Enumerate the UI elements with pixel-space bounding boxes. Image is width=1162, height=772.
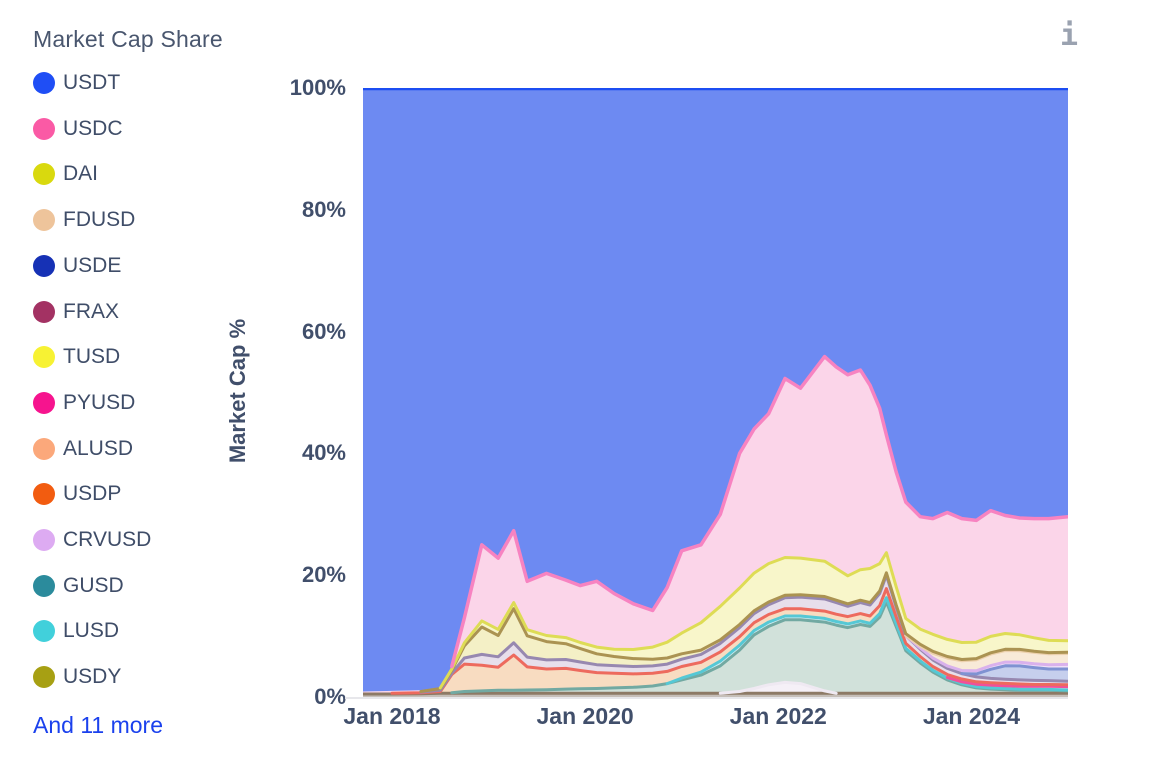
line-others-purple (419, 573, 1068, 694)
y-tick-label: 60% (301, 318, 346, 344)
line-usdc (450, 354, 1068, 669)
x-tick-label: Jan 2020 (536, 703, 634, 729)
y-tick-label: 40% (301, 440, 346, 466)
legend-dot (33, 391, 55, 414)
legend-dot (33, 254, 55, 277)
area-others-teal (363, 602, 1068, 694)
line-lusd (665, 596, 1068, 692)
legend-item-label: CRVUSD (63, 528, 152, 551)
legend-item-label: USDP (63, 482, 122, 506)
legend-item-label: LUSD (63, 619, 120, 643)
x-axis-baseline (345, 697, 1068, 699)
line-usdp (390, 587, 1068, 695)
legend-dot (33, 300, 55, 323)
legend-item-label: FDUSD (63, 208, 136, 232)
legend-item-lusd[interactable]: LUSD (33, 619, 119, 643)
y-tick-label: 80% (301, 196, 346, 222)
legend-dot (33, 209, 55, 232)
line-others-white (718, 680, 838, 695)
legend-dot (33, 72, 55, 94)
page-title: Market Cap Share (33, 26, 223, 52)
legend-item-usdt[interactable]: USDT (33, 71, 120, 95)
legend-item-usdy[interactable]: USDY (33, 665, 121, 689)
legend-item-crvusd[interactable]: CRVUSD (33, 528, 151, 552)
legend-item-usdc[interactable]: USDC (33, 117, 123, 141)
line-pyusd (945, 676, 1068, 689)
legend-item-label: FRAX (63, 299, 120, 323)
legend-item-gusd[interactable]: GUSD (33, 574, 124, 598)
stacked-area-chart[interactable] (363, 88, 1068, 697)
x-tick-label: Jan 2022 (729, 703, 827, 729)
legend-dot (33, 529, 55, 551)
legend-dot (33, 620, 55, 643)
line-crvusd (904, 634, 1068, 673)
legend-item-frax[interactable]: FRAX (33, 300, 119, 324)
legend-item-label: USDC (63, 116, 123, 140)
legend-dot (33, 483, 55, 506)
legend-item-tusd[interactable]: TUSD (33, 345, 120, 369)
area-others-khaki (363, 572, 1068, 694)
legend-item-usdp[interactable]: USDP (33, 482, 121, 506)
x-tick-label: Jan 2018 (343, 703, 441, 729)
area-others-purple (363, 575, 1068, 694)
legend-item-label: DAI (63, 162, 99, 186)
y-tick-label: 100% (289, 75, 346, 100)
legend: USDT USDC DAI FDUSD USDE FRAX TUSD PYUSD ALUSD US… (33, 0, 223, 772)
legend-item-label: PYUSD (63, 390, 136, 414)
legend-item-usde[interactable]: USDE (33, 254, 121, 278)
legend-dot (33, 574, 55, 597)
x-tick-label: Jan 2024 (922, 703, 1021, 729)
legend-dot (33, 666, 55, 689)
legend-item-fdusd[interactable]: FDUSD (33, 208, 135, 232)
line-dai (438, 551, 1068, 690)
legend-item-label: TUSD (63, 345, 121, 369)
legend-item-label: USDT (63, 71, 121, 94)
y-axis-title: Market Cap % (225, 318, 250, 464)
legend-item-label: USDE (63, 253, 122, 277)
legend-item-dai[interactable]: DAI (33, 162, 98, 186)
line-usde (960, 664, 1068, 676)
legend-item-label: GUSD (63, 573, 124, 597)
legend-item-label: ALUSD (63, 436, 134, 460)
legend-dot (33, 346, 55, 369)
legend-item-pyusd[interactable]: PYUSD (33, 391, 135, 415)
y-tick-label: 20% (301, 562, 346, 588)
legend-more-link[interactable]: And 11 more (33, 712, 163, 738)
area-usdt (363, 88, 1068, 692)
legend-item-alusd[interactable]: ALUSD (33, 437, 133, 461)
info-icon[interactable]: i (1059, 18, 1079, 53)
legend-dot (33, 437, 55, 460)
legend-dot (33, 163, 55, 186)
y-tick-label: 0% (314, 684, 346, 709)
line-others-khaki (419, 571, 1068, 693)
line-others-base (363, 691, 1068, 696)
legend-item-label: USDY (63, 665, 122, 689)
legend-dot (33, 117, 55, 140)
